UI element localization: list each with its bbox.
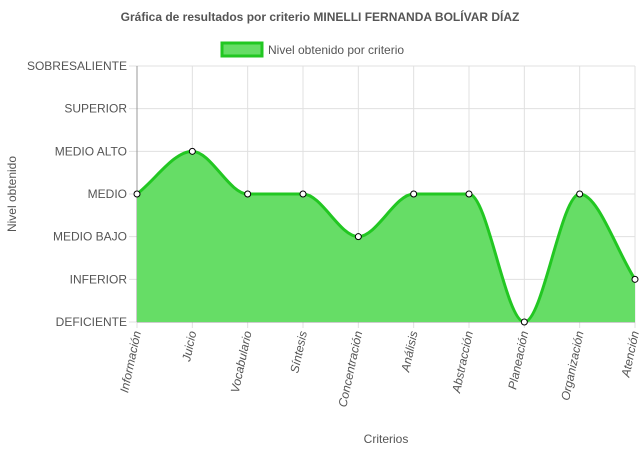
data-point-juicio[interactable] [188,147,196,155]
x-tick-label: Atención [618,329,639,379]
y-tick-label: MEDIO BAJO [53,230,127,244]
y-tick-label: SOBRESALIENTE [27,59,127,73]
series-line [136,149,637,324]
x-tick-label: Información [117,329,144,394]
data-point-análisis[interactable] [410,190,418,198]
x-tick-label: Concentración [335,329,365,408]
data-point-concentración[interactable] [354,233,362,241]
area-series [136,149,637,324]
y-tick-label: MEDIO [88,187,127,201]
data-point-abstracción[interactable] [465,190,473,198]
data-point-síntesis[interactable] [299,190,307,198]
data-point-planeación[interactable] [520,318,528,326]
legend-swatch [220,41,264,58]
data-points [133,147,639,326]
y-tick-label: SUPERIOR [64,102,127,116]
data-point-vocabulario[interactable] [244,190,252,198]
x-tick-label: Vocabulario [228,329,255,394]
y-axis-ticks: DEFICIENTE INFERIOR MEDIO BAJO MEDIO MEDIO A… [27,59,127,329]
y-tick-label: MEDIO ALTO [55,144,127,158]
x-tick-label: Organización [558,329,586,401]
x-axis-ticks: Información Juicio Vocabulario Síntesis Conc… [117,329,639,408]
y-tick-label: DEFICIENTE [56,315,127,329]
data-point-atención[interactable] [631,275,639,283]
x-tick-label: Abstracción [449,329,476,395]
area-fill [137,151,635,322]
x-tick-label: Análisis [398,330,421,374]
chart-title: Gráfica de resultados por criterio MINEL… [121,9,520,24]
x-tick-label: Juicio [179,329,199,363]
x-tick-label: Planeación [505,329,531,390]
y-tick-label: INFERIOR [70,272,128,286]
data-point-organización[interactable] [576,190,584,198]
x-axis-label: Criterios [364,432,409,446]
x-tick-label: Síntesis [287,330,310,375]
legend-label: Nivel obtenido por criterio [268,43,404,57]
y-axis-label: Nivel obtenido [5,156,19,232]
data-point-información[interactable] [133,190,141,198]
legend[interactable]: Nivel obtenido por criterio [220,41,404,58]
